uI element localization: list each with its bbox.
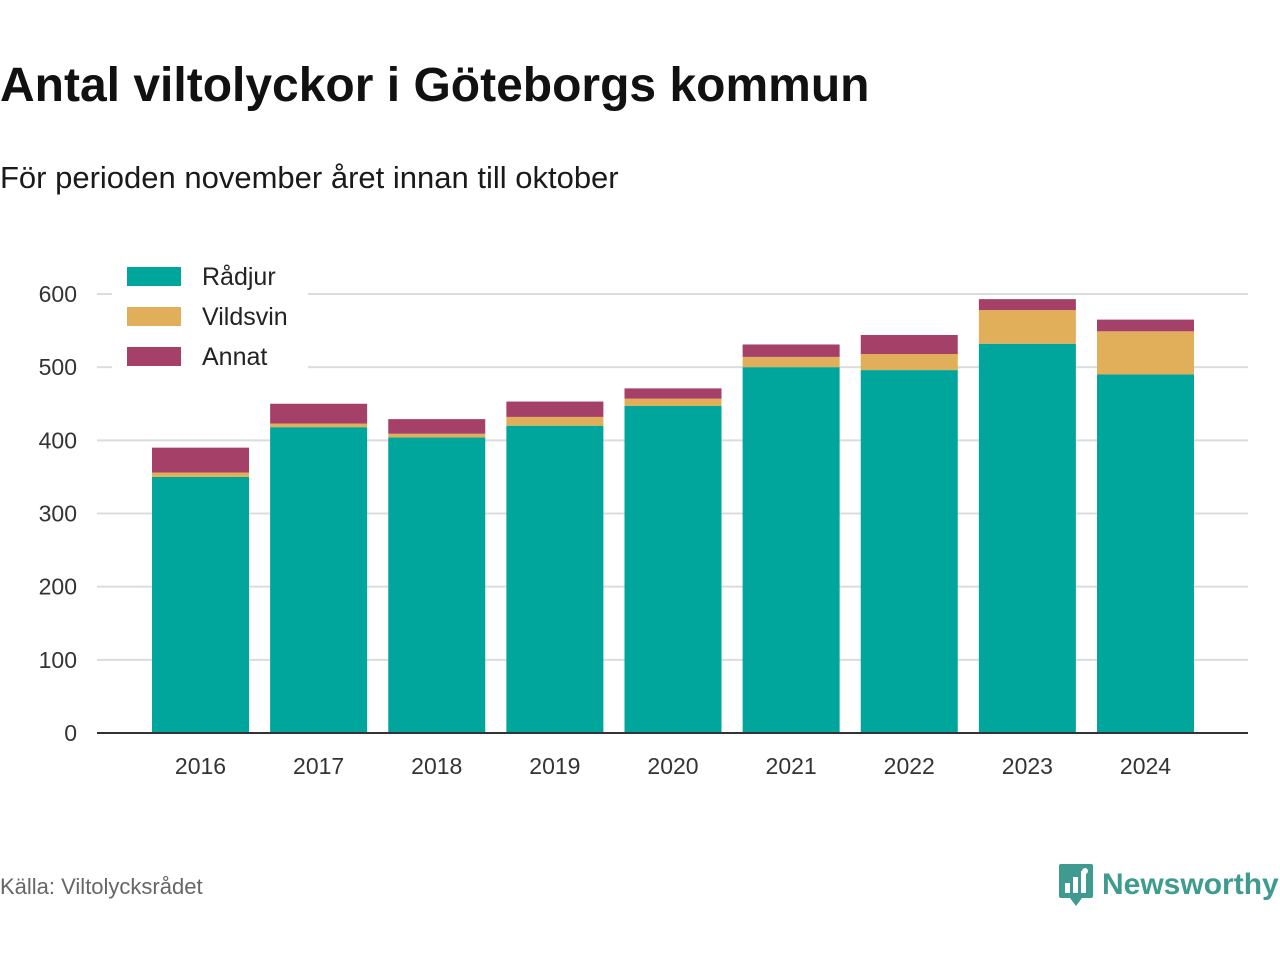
bar-segment — [270, 403, 368, 424]
bar-segment — [388, 433, 486, 438]
bars — [152, 299, 1194, 733]
y-tick-label: 400 — [39, 427, 77, 453]
bar-segment — [506, 425, 604, 733]
legend-swatch — [127, 307, 181, 326]
bar-segment — [270, 427, 368, 733]
bar-segment — [978, 310, 1076, 344]
x-tick-label: 2022 — [884, 753, 935, 779]
y-tick-label: 500 — [39, 354, 77, 380]
brand-logo: Newsworthy — [1058, 862, 1279, 908]
brand-name: Newsworthy — [1102, 868, 1279, 901]
x-tick-label: 2021 — [766, 753, 817, 779]
y-tick-label: 600 — [39, 281, 77, 307]
legend: Rådjur Vildsvin Annat — [112, 256, 308, 376]
bar-segment — [742, 367, 840, 733]
chart-subtitle: För perioden november året innan till ok… — [0, 160, 619, 195]
legend-label: Vildsvin — [202, 303, 288, 331]
bar-segment — [860, 334, 958, 354]
bar-segment — [506, 416, 604, 426]
legend-swatch — [127, 267, 181, 286]
x-tick-label: 2020 — [647, 753, 698, 779]
y-tick-label: 0 — [64, 720, 77, 746]
bar-segment — [152, 447, 249, 473]
bar-segment — [152, 472, 249, 477]
legend-label: Rådjur — [202, 263, 276, 291]
bar-segment — [270, 423, 368, 428]
bar-segment — [506, 401, 604, 417]
bar-segment — [624, 388, 722, 399]
x-tick-label: 2024 — [1120, 753, 1171, 779]
legend-label: Annat — [202, 343, 267, 371]
bar-segment — [978, 343, 1076, 733]
chart-title: Antal viltolyckor i Göteborgs kommun — [0, 59, 870, 112]
y-tick-label: 300 — [39, 501, 77, 527]
bar-segment — [1097, 374, 1194, 733]
x-tick-label: 2017 — [293, 753, 344, 779]
newsworthy-logo-icon — [1059, 864, 1093, 906]
source-note: Källa: Viltolycksrådet — [0, 874, 203, 899]
bar-segment — [152, 476, 249, 733]
bar-segment — [388, 419, 486, 434]
bar-segment — [624, 405, 722, 733]
y-tick-label: 100 — [39, 647, 77, 673]
bar-segment — [742, 356, 840, 368]
bar-segment — [1097, 331, 1194, 375]
x-tick-label: 2023 — [1002, 753, 1053, 779]
x-tick-label: 2016 — [175, 753, 226, 779]
bar-segment — [978, 299, 1076, 311]
bar-segment — [388, 437, 486, 733]
x-tick-label: 2018 — [411, 753, 462, 779]
bar-segment — [860, 370, 958, 733]
bar-segment — [742, 344, 840, 357]
bar-segment — [1097, 319, 1194, 332]
bar-segment — [860, 353, 958, 371]
bar-segment — [624, 398, 722, 406]
axes: 0 100 200 300 400 500 600 2016 2017 2018 2019 2020 2… — [39, 281, 1248, 779]
y-tick-label: 200 — [39, 574, 77, 600]
legend-swatch — [127, 347, 181, 366]
x-tick-label: 2019 — [529, 753, 580, 779]
